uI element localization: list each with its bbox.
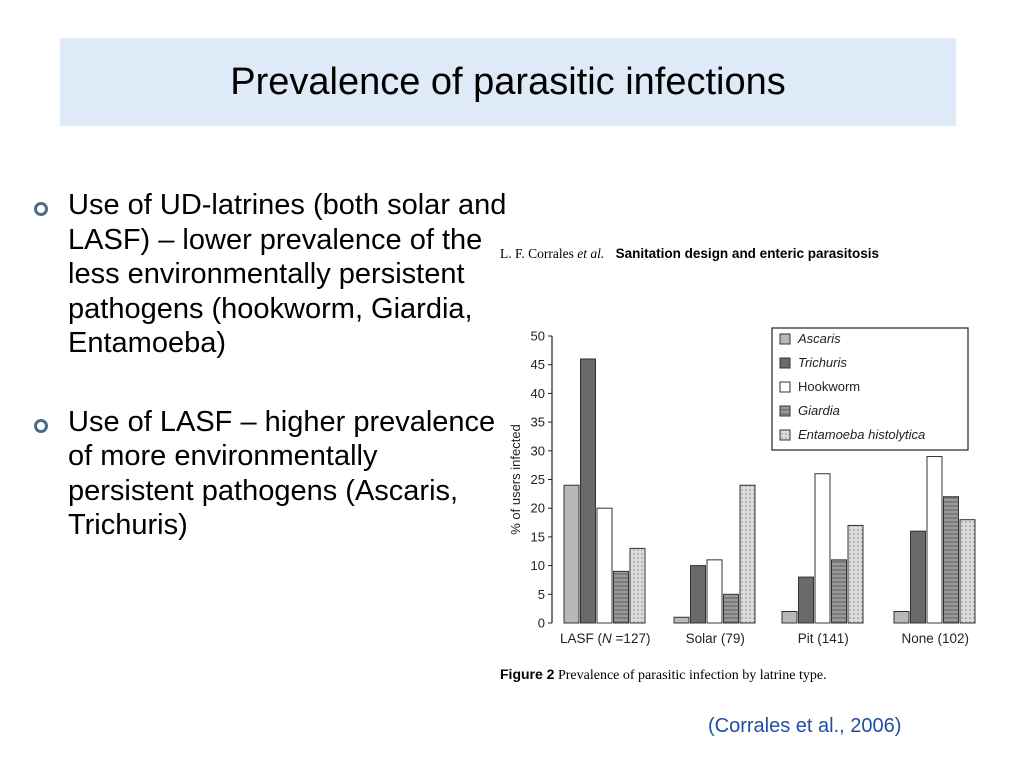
legend-label: Ascaris (797, 331, 841, 346)
bullet-list: Use of UD-latrines (both solar and LASF)… (28, 188, 508, 587)
y-tick-label: 15 (531, 529, 545, 544)
slide-title: Prevalence of parasitic infections (230, 61, 786, 103)
bar-hookworm (706, 559, 723, 624)
bar-entamoeba-histolytica (959, 519, 976, 624)
y-tick-label: 30 (531, 443, 545, 458)
figure-caption-label: Figure 2 (500, 666, 555, 682)
citation: (Corrales et al., 2006) (708, 715, 902, 737)
legend-label: Entamoeba histolytica (798, 427, 925, 442)
legend-label: Giardia (798, 403, 840, 418)
x-category-label: Solar (79) (686, 631, 745, 646)
y-tick-label: 10 (531, 558, 545, 573)
bar-hookworm (814, 473, 831, 624)
bullet-text: Use of LASF – higher prevalence of more … (68, 405, 496, 542)
legend-swatch (779, 405, 791, 417)
legend-label: Hookworm (798, 379, 860, 394)
legend-swatch (779, 381, 791, 393)
bullet-text: Use of UD-latrines (both solar and LASF)… (68, 189, 507, 359)
bar-giardia (613, 570, 629, 624)
bar-entamoeba-histolytica (739, 484, 756, 624)
bar-entamoeba-histolytica (847, 524, 864, 624)
figure-header: L. F. Corrales et al. Sanitation design … (500, 246, 879, 262)
figure-caption-text: Prevalence of parasitic infection by lat… (557, 668, 827, 683)
y-tick-label: 0 (538, 616, 545, 631)
y-tick-label: 20 (531, 501, 545, 516)
bullet-circle-icon (34, 202, 48, 216)
x-category-label: None (102) (901, 631, 969, 646)
bar-ascaris (781, 611, 798, 624)
bar-ascaris (893, 611, 910, 624)
legend-swatch (779, 333, 791, 345)
figure-caption: Figure 2 Prevalence of parasitic infecti… (500, 666, 827, 684)
figure-header-title: Sanitation design and enteric parasitosi… (615, 246, 879, 261)
y-tick-label: 50 (531, 329, 545, 344)
figure-header-etal: et al. (577, 246, 605, 261)
figure-scan: L. F. Corrales et al. Sanitation design … (496, 236, 996, 692)
legend-label: Trichuris (798, 355, 847, 370)
bar-ascaris (563, 484, 580, 624)
bar-giardia (943, 496, 959, 624)
legend-box (771, 327, 969, 451)
bar-hookworm (596, 507, 613, 624)
y-tick-label: 45 (531, 357, 545, 372)
bar-trichuris (798, 576, 814, 624)
title-bar: Prevalence of parasitic infections (60, 38, 956, 126)
x-category-label: LASF (N =127) (560, 631, 650, 646)
x-category-label: Pit (141) (798, 631, 849, 646)
y-tick-label: 40 (531, 386, 545, 401)
bar-hookworm (926, 456, 943, 624)
bullet-circle-icon (34, 418, 48, 433)
bar-trichuris (690, 565, 706, 624)
bar-chart: 0 5 10 15 20 25 30 35 40 45 50 % of users infected L… (508, 327, 976, 646)
legend-swatch (779, 429, 791, 441)
y-axis-label: % of users infected (508, 424, 523, 535)
bar-ascaris (673, 616, 690, 624)
bar-trichuris (910, 530, 926, 624)
bar-trichuris (580, 358, 596, 624)
y-tick-label: 25 (531, 472, 545, 487)
bar-giardia (723, 593, 739, 624)
bullet-item: Use of UD-latrines (both solar and LASF)… (28, 188, 508, 361)
bullet-item: Use of LASF – higher prevalence of more … (28, 405, 508, 543)
figure-header-author: L. F. Corrales (500, 246, 574, 261)
legend-swatch (779, 357, 791, 369)
bar-entamoeba-histolytica (629, 547, 646, 624)
y-tick-label: 35 (531, 415, 545, 430)
y-tick-label: 5 (538, 587, 545, 602)
bar-giardia (831, 559, 847, 624)
